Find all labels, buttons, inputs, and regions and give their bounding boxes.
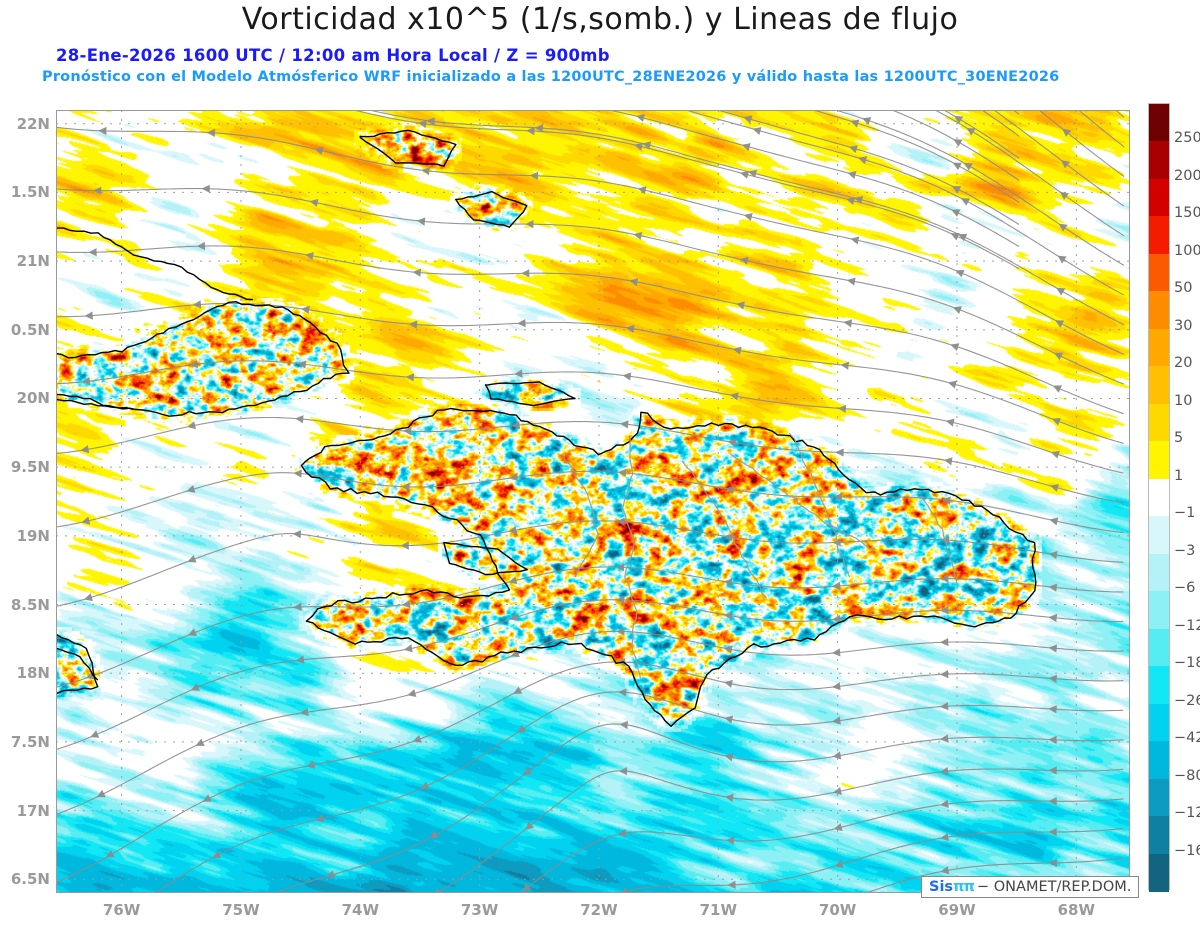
lat-tick-label: 1.5N [10, 183, 50, 202]
lat-tick-label: 6.5N [10, 870, 50, 889]
lon-tick-label: 71W [699, 901, 737, 919]
lon-tick-label: 73W [460, 901, 499, 919]
lat-tick-label: 9.5N [10, 458, 50, 477]
colorbar-band [1149, 591, 1169, 630]
colorbar-band [1149, 216, 1169, 255]
lon-tick-label: 68W [1057, 901, 1095, 919]
colorbar-band [1149, 816, 1169, 855]
colorbar-band [1149, 104, 1169, 143]
colorbar-tick-label: −120 [1174, 805, 1200, 822]
colorbar-band [1149, 666, 1169, 705]
colorbar-tick-label: 20 [1174, 355, 1193, 372]
colorbar-band [1149, 741, 1169, 780]
colorbar-tick-label: 150 [1174, 205, 1200, 222]
page-title: Vorticidad x10^5 (1/s,somb.) y Lineas de… [241, 2, 959, 37]
lat-tick-label: 8.5N [10, 595, 50, 614]
colorbar-tick-label: −160 [1174, 842, 1200, 859]
lat-tick-label: 19N [16, 526, 50, 545]
map-plot-area[interactable] [56, 110, 1130, 893]
colorbar-tick-label: −18 [1174, 655, 1200, 672]
colorbar-band [1149, 778, 1169, 817]
colorbar-band [1149, 253, 1169, 292]
lon-tick-label: 75W [222, 901, 260, 919]
colorbar-band [1149, 328, 1169, 367]
colorbar-tick-label: 5 [1174, 430, 1184, 447]
colorbar-band [1149, 441, 1169, 480]
colorbar-band [1149, 478, 1169, 517]
subtitle-model-info: Pronóstico con el Modelo Atmósferico WRF… [42, 69, 1060, 85]
colorbar-band [1149, 553, 1169, 592]
colorbar-tick-label: −12 [1174, 617, 1200, 634]
vorticity-shading-canvas [56, 110, 1130, 893]
colorbar[interactable] [1148, 103, 1170, 892]
lon-tick-label: 74W [341, 901, 379, 919]
colorbar-band [1149, 628, 1169, 667]
lon-tick-label: 76W [102, 901, 141, 919]
colorbar-tick-label: −42 [1174, 730, 1200, 747]
colorbar-tick-label: −80 [1174, 767, 1200, 784]
colorbar-tick-label: −26 [1174, 692, 1200, 709]
lat-tick-label: 21N [16, 252, 50, 271]
subtitle-run-info: 28-Ene-2026 1600 UTC / 12:00 am Hora Loc… [56, 46, 610, 65]
colorbar-tick-label: 100 [1174, 242, 1200, 259]
streamlines [56, 110, 1125, 893]
colorbar-band [1149, 516, 1169, 555]
lat-tick-label: 18N [16, 664, 50, 683]
attribution-badge: Sis ππ − ONAMET/REP.DOM. [921, 876, 1140, 898]
lon-tick-label: 72W [580, 901, 618, 919]
lat-tick-label: 0.5N [10, 320, 50, 339]
lon-tick-label: 70W [818, 901, 857, 919]
colorbar-band [1149, 366, 1169, 405]
colorbar-tick-label: 200 [1174, 167, 1200, 184]
organization-label: − ONAMET/REP.DOM. [977, 879, 1132, 895]
vorticity-field[interactable] [56, 110, 1130, 893]
colorbar-band [1149, 141, 1169, 180]
colorbar-band [1149, 291, 1169, 330]
colorbar-tick-label: 30 [1174, 317, 1193, 334]
political-borders [562, 432, 958, 681]
colorbar-band [1149, 403, 1169, 442]
colorbar-tick-label: −6 [1174, 580, 1196, 597]
lon-tick-label: 69W [938, 901, 976, 919]
colorbar-tick-label: 50 [1174, 280, 1193, 297]
colorbar-band [1149, 853, 1169, 892]
colorbar-band [1149, 703, 1169, 742]
coastlines [56, 129, 1037, 727]
brand-tt: ππ [953, 879, 975, 895]
chart-header: Vorticidad x10^5 (1/s,somb.) y Lineas de… [0, 0, 1200, 96]
lat-tick-label: 22N [16, 114, 50, 133]
colorbar-tick-label: −1 [1174, 505, 1196, 522]
map-overlay [56, 110, 1130, 893]
lat-tick-label: 7.5N [10, 732, 50, 751]
colorbar-tick-label: 1 [1174, 467, 1184, 484]
colorbar-band [1149, 178, 1169, 217]
colorbar-tick-label: −3 [1174, 542, 1196, 559]
lat-tick-label: 17N [16, 801, 50, 820]
brand-sis: Sis [929, 879, 954, 895]
lat-tick-label: 20N [16, 389, 50, 408]
colorbar-tick-label: 250 [1174, 130, 1200, 147]
colorbar-tick-label: 10 [1174, 392, 1193, 409]
